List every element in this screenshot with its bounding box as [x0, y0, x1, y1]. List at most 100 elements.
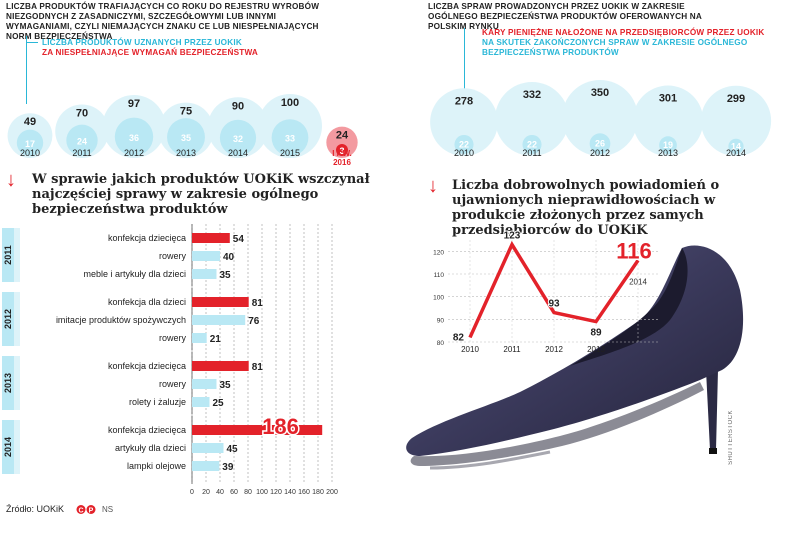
x-tick-label: 80 [244, 489, 252, 496]
data-label: 82 [453, 332, 465, 343]
year-band-edge [14, 420, 20, 474]
bar-category-label: rowery [159, 333, 187, 343]
bubble-unsafe [16, 129, 44, 156]
bar-value-label: 186 [262, 414, 299, 439]
bubble-total-label: 24 [336, 130, 349, 142]
copyright-icon: C P [76, 505, 96, 515]
bar [192, 269, 217, 279]
author-credit: NS [102, 505, 114, 514]
bubble-total [494, 81, 570, 156]
bubble-year-label: 2010 [454, 148, 474, 158]
bar [192, 315, 246, 325]
year-label: 2014 [3, 437, 13, 457]
bubble-fines-label: 22 [459, 139, 469, 149]
series-line [468, 240, 640, 339]
y-tick-label: 110 [434, 272, 445, 279]
bubble-total-label: 278 [455, 95, 473, 107]
year-band-edge [14, 356, 20, 410]
bubble-fines [454, 134, 474, 154]
x-tick-label: 200 [326, 489, 338, 496]
bubble-unsafe-label: 35 [181, 133, 191, 143]
bubble-total-label: 350 [591, 87, 609, 99]
source-text: Źródło: UOKiK [6, 504, 65, 514]
top-right-sub-cyan: na skutek zakończonych spraw w zakresie … [482, 38, 748, 57]
bar-section-title: W sprawie jakich produktów UOKiK wszczyn… [32, 172, 370, 217]
year-band [2, 292, 14, 346]
bar-category-label: konfekcja dziecięca [108, 425, 186, 435]
x-tick-label: 20 [202, 489, 210, 496]
bubble-unsafe [167, 118, 205, 156]
photo-credit: SHUTTERSTOCK [728, 410, 734, 465]
y-tick-label: 90 [437, 317, 445, 324]
bubble-unsafe-label: 33 [285, 134, 295, 144]
data-label: 116 [616, 238, 652, 263]
x-tick-label: 160 [298, 489, 310, 496]
bar-category-label: artykuły dla dzieci [115, 443, 186, 453]
x-tick-label: 120 [270, 489, 282, 496]
bar [192, 461, 220, 471]
bubble-fines-label: 19 [663, 140, 673, 150]
year-band-edge [14, 228, 20, 282]
bar-value-label: 35 [220, 270, 232, 281]
bubble-unsafe-label: 32 [233, 134, 243, 144]
bubble-year-label: 2011 [72, 148, 91, 158]
bubble-total-label: 90 [232, 100, 244, 112]
bar-category-label: lampki olejowe [127, 461, 186, 471]
bubble-total [326, 126, 358, 158]
bubble-fines [728, 138, 744, 154]
bar-value-label: 76 [248, 316, 260, 327]
bubble-year-label: 2016 [333, 158, 351, 167]
x-tick-label: 40 [216, 489, 224, 496]
bubble-unsafe-label: 3 [339, 146, 344, 156]
bubble-unsafe-label: 36 [129, 133, 139, 143]
x-tick-label: 2012 [545, 345, 563, 354]
bar [192, 443, 224, 453]
x-tick-label: 2010 [461, 345, 479, 354]
caption-leader-line-right [464, 28, 465, 96]
bubble-total-label: 75 [180, 106, 192, 118]
bar [192, 333, 207, 343]
year-label: 2011 [3, 245, 13, 265]
bar-category-label: rolety i żaluzje [129, 397, 186, 407]
year-band-edge [14, 292, 20, 346]
x-tick-label: 2014 [629, 277, 647, 286]
x-tick-label: 2011 [503, 345, 521, 354]
x-tick-label: 2013 [587, 345, 605, 354]
bubble-unsafe [336, 144, 348, 156]
line-section-title: Liczba dobrowolnych powiadomień o ujawni… [452, 178, 720, 238]
bubble-year-label: 2012 [590, 148, 610, 158]
y-tick-label: 80 [437, 340, 445, 347]
top-right-caption: Liczba spraw prowadzonych przez UOKiK w … [428, 2, 702, 31]
year-band [2, 420, 14, 474]
bar-chart: 0 20 40 60 80 100 120 140 160 180 200 2011 konfekcja… [2, 224, 338, 496]
bar [192, 297, 249, 307]
y-tick-label: 100 [433, 295, 444, 302]
bubble-year-label: 2012 [124, 148, 144, 158]
bubble-fines-label: 22 [527, 139, 537, 149]
top-left-sub-cyan: Liczba produktów uznanych przez UOKiK [42, 38, 242, 47]
bar-value-label: 25 [213, 398, 225, 409]
year-band [2, 356, 14, 410]
bar-arrow-icon: ↓ [6, 169, 16, 191]
x-tick-label: 0 [190, 489, 194, 496]
bubble-total-label: 100 [281, 97, 299, 109]
bubble-total-label: 49 [24, 116, 36, 128]
bar [192, 397, 210, 407]
top-right-sub-red: Kary pieniężne nałożone na przedsiębiorc… [482, 28, 765, 37]
bubble-year-label: 2011 [522, 148, 541, 158]
bubble-fines [659, 136, 677, 154]
bubble-fines-label: 26 [595, 139, 605, 149]
bar-value-label: 40 [223, 252, 235, 263]
bubble-year-label: 2013 [176, 148, 196, 158]
bar-value-label: 21 [210, 334, 222, 345]
bar [192, 379, 217, 389]
bubble-year-label: 2014 [726, 148, 746, 158]
bar [192, 425, 323, 435]
svg-text:C: C [78, 508, 83, 515]
x-tick-label: 140 [284, 489, 296, 496]
caption-leader-line [26, 36, 27, 104]
bubble-total [632, 85, 704, 156]
bubble-year-label: 2014 [228, 148, 248, 158]
x-tick-label: 60 [230, 489, 238, 496]
